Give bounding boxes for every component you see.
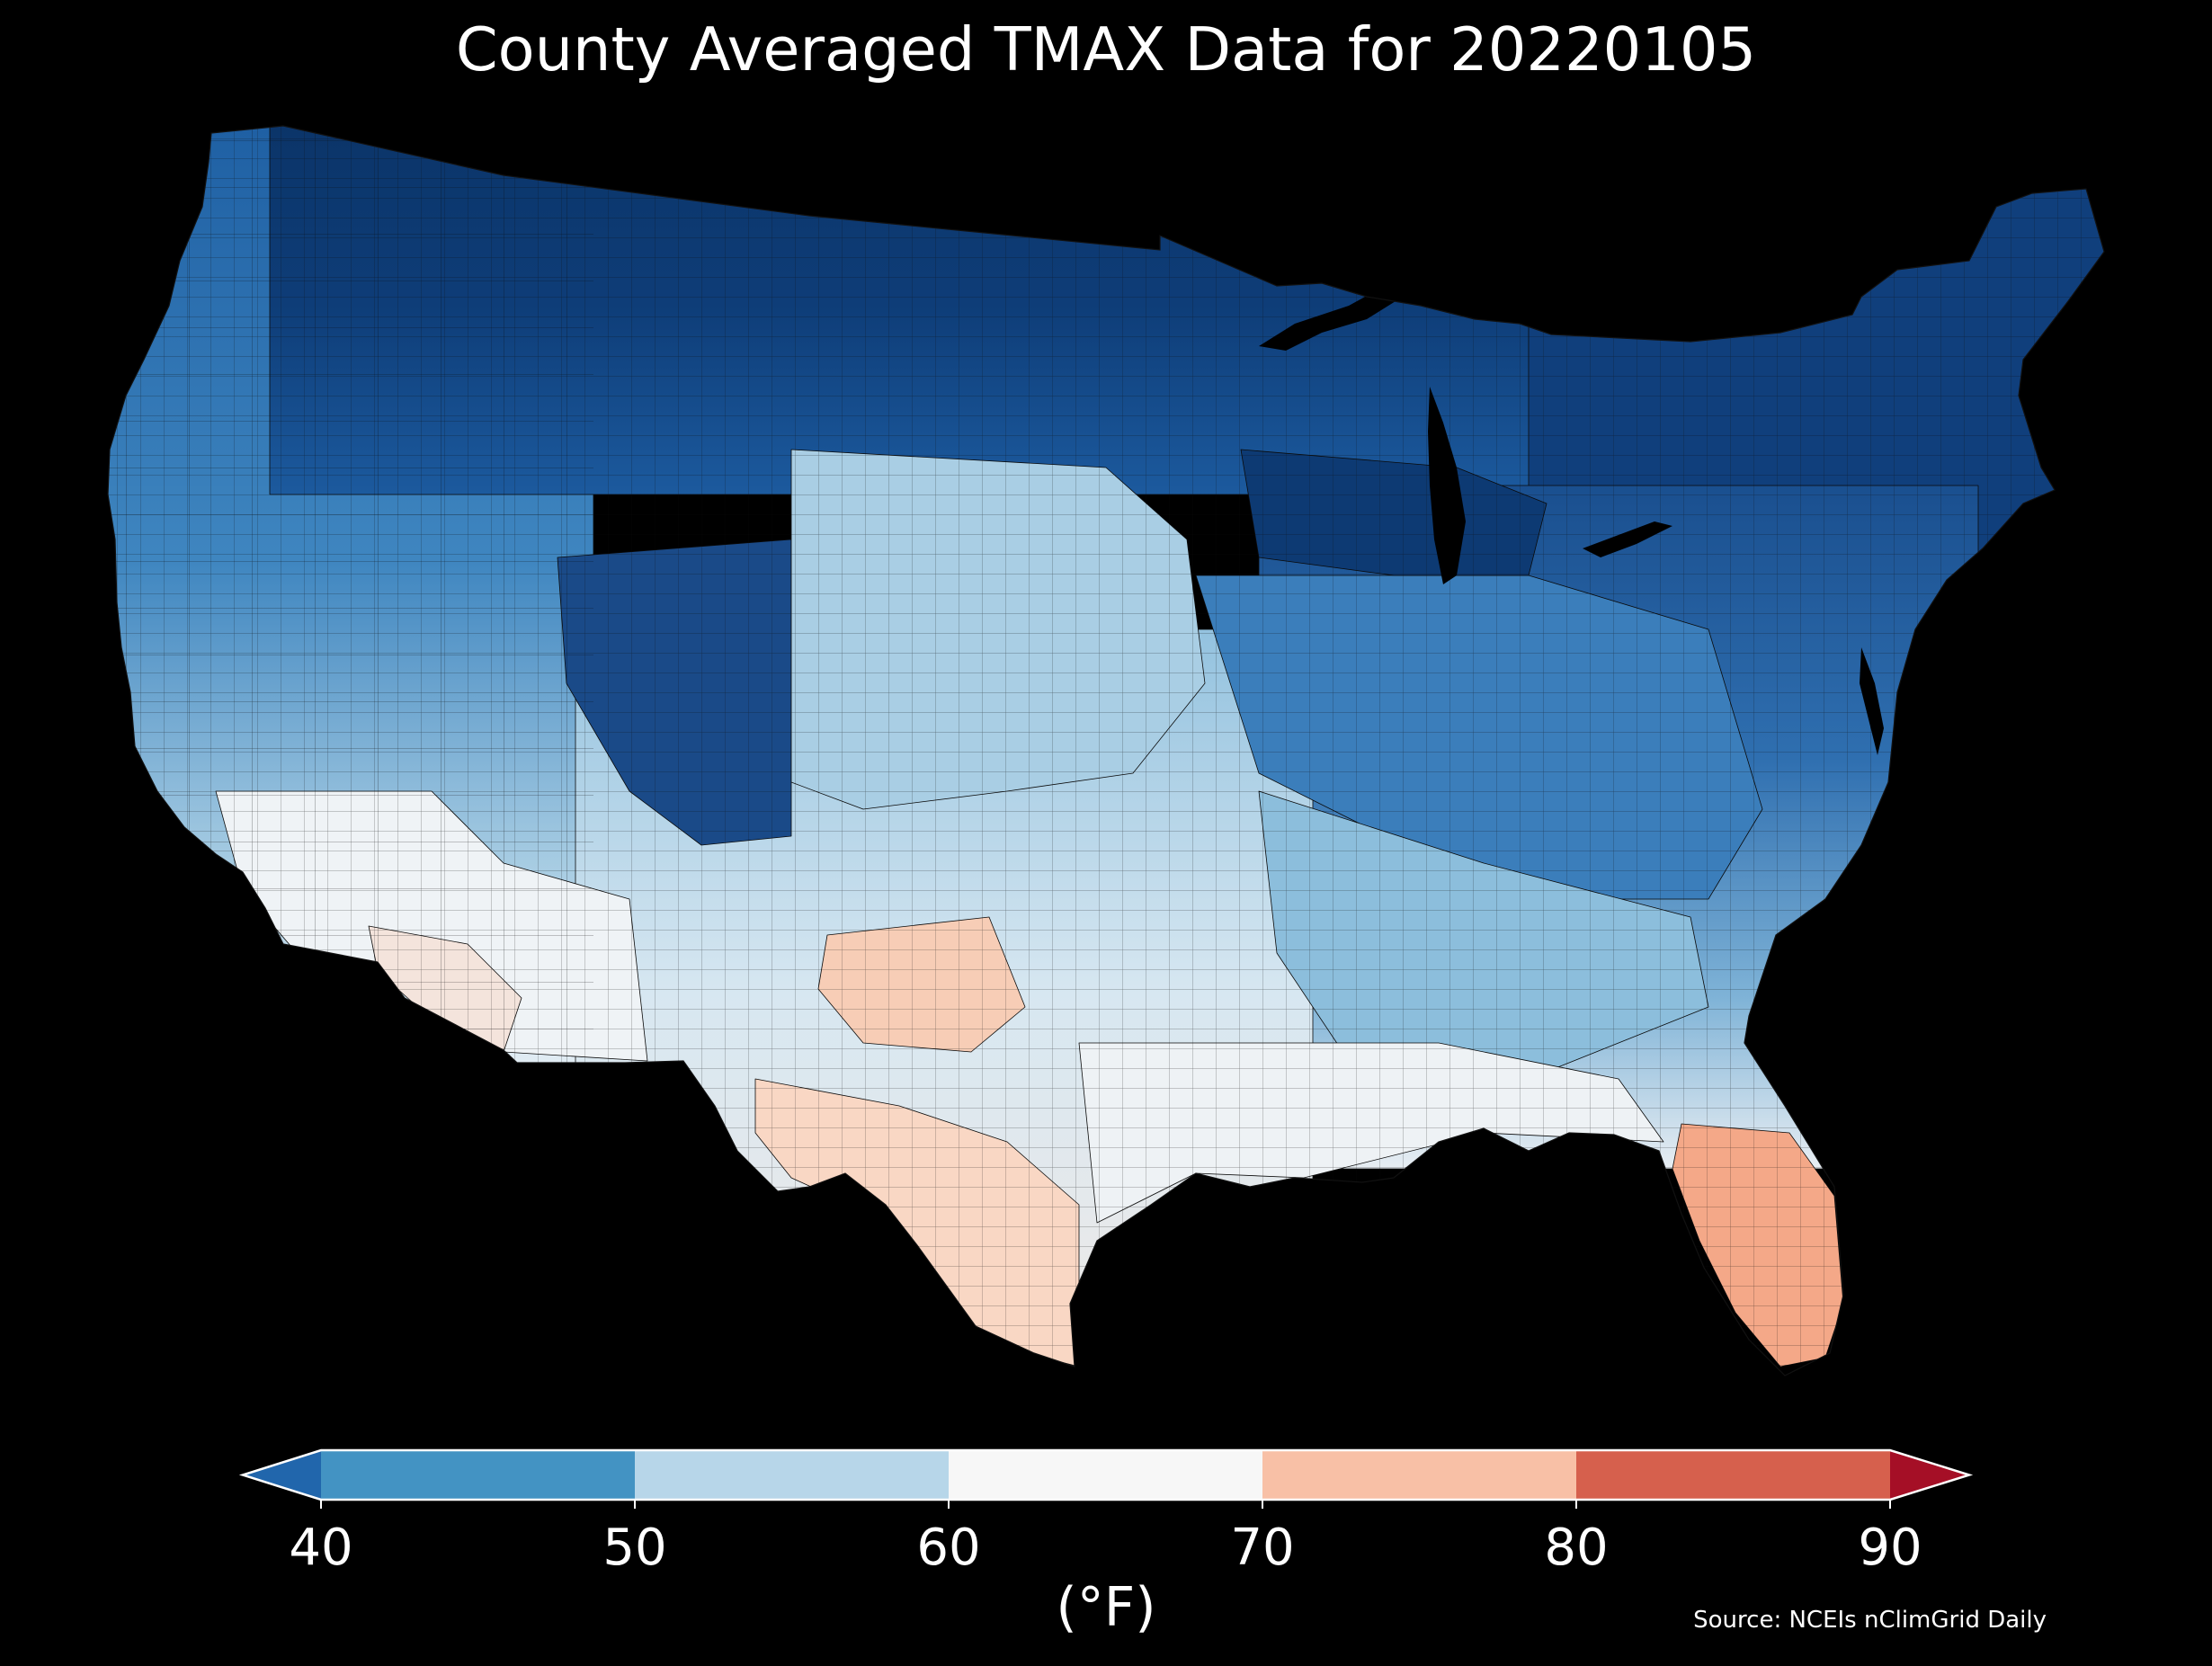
colorbar: 40 50 60 70 80 90 (238, 1448, 1974, 1577)
source-note: Source: NCEIs nClimGrid Daily (1693, 1607, 2047, 1634)
colorbar-unit-label: (°F) (1056, 1576, 1155, 1639)
colorbar-tick-label-80: 80 (1544, 1519, 1608, 1577)
county-boundaries-west (108, 126, 593, 1106)
colorbar-bin-50-60 (635, 1450, 949, 1500)
colorbar-tick-label-60: 60 (916, 1519, 980, 1577)
colorbar-tick-label-40: 40 (289, 1519, 352, 1577)
colorbar-bin-40-50 (321, 1450, 635, 1500)
us-county-tmax-map (107, 125, 2105, 1376)
colorbar-bin-80-90 (1576, 1450, 1890, 1500)
colorbar-bin-70-80 (1262, 1450, 1576, 1500)
colorbar-bin-60-70 (949, 1450, 1262, 1500)
colorbar-bins (321, 1450, 1890, 1500)
lake-erie (1583, 521, 1672, 557)
colorbar-extend-over (1890, 1450, 1969, 1500)
lake-michigan (1428, 387, 1466, 584)
us-outline (107, 125, 2105, 1376)
lake-superior (1259, 286, 1403, 351)
chesapeake-bay (1860, 647, 1884, 755)
colorbar-ticks: 40 50 60 70 80 90 (289, 1500, 1922, 1577)
map-title: County Averaged TMAX Data for 20220105 (456, 14, 1756, 85)
colorbar-tick-label-50: 50 (602, 1519, 666, 1577)
colorbar-extend-under (243, 1450, 321, 1500)
colorbar-tick-label-90: 90 (1858, 1519, 1922, 1577)
colorbar-tick-label-70: 70 (1230, 1519, 1294, 1577)
